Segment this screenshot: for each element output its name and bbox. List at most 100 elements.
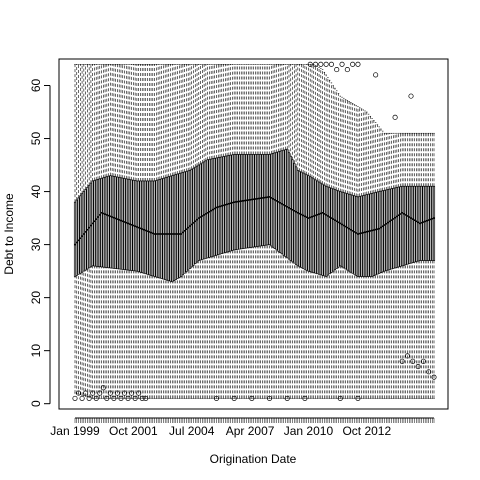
outlier-point-18	[90, 390, 96, 396]
iqr-box	[401, 185, 404, 267]
iqr-box	[169, 175, 172, 282]
box-163	[362, 109, 365, 399]
box-48	[158, 64, 161, 399]
outlier-point-36	[249, 395, 255, 401]
iqr-box	[259, 154, 262, 247]
iqr-box	[148, 180, 151, 276]
iqr-box	[111, 175, 114, 269]
iqr-box	[353, 195, 356, 275]
box-23	[114, 64, 117, 399]
outlier-point-28	[125, 395, 131, 401]
iqr-box	[425, 185, 428, 261]
box-70	[197, 64, 200, 399]
iqr-box	[116, 176, 119, 270]
y-axis-title: Debt to Income	[2, 193, 16, 275]
box-13	[96, 64, 100, 399]
outlier-point-4	[328, 61, 334, 67]
box-3	[79, 64, 82, 395]
box-27	[121, 64, 124, 399]
iqr-box	[98, 178, 101, 268]
iqr-box	[302, 172, 305, 269]
iqr-box	[164, 177, 167, 280]
box-16	[102, 64, 105, 399]
iqr-box	[266, 154, 269, 246]
iqr-box	[181, 172, 184, 276]
box-110	[268, 64, 271, 399]
box-185	[401, 132, 404, 399]
box-51	[164, 64, 167, 399]
iqr-box	[183, 171, 186, 274]
iqr-box	[429, 185, 432, 261]
iqr-box	[180, 172, 183, 277]
iqr-box	[104, 176, 107, 268]
iqr-box	[270, 153, 273, 247]
box-183	[397, 132, 400, 399]
box-156	[349, 102, 352, 399]
iqr-box	[371, 192, 374, 277]
iqr-box	[123, 178, 126, 270]
box-80	[215, 64, 218, 399]
iqr-box	[172, 174, 176, 282]
box-169	[372, 120, 375, 399]
outlier-point-6	[339, 61, 345, 67]
x-tick-label-1: Oct 2001	[109, 424, 158, 438]
outlier-point-30	[132, 395, 138, 401]
box-201	[429, 132, 432, 399]
iqr-box	[112, 176, 115, 269]
iqr-box	[284, 149, 287, 257]
box-180	[392, 132, 395, 399]
outlier-point-21	[100, 385, 106, 391]
iqr-box	[431, 185, 434, 261]
iqr-box	[415, 185, 418, 262]
outlier-point-48	[431, 374, 437, 380]
box-96	[243, 64, 246, 399]
iqr-box	[79, 195, 82, 274]
box-190	[409, 132, 413, 399]
iqr-box	[310, 177, 314, 273]
iqr-box	[192, 167, 195, 266]
iqr-box	[325, 185, 328, 277]
box-116	[279, 64, 282, 399]
iqr-box	[298, 170, 301, 268]
y-tick-label-10: 10	[29, 344, 43, 358]
box-202	[431, 132, 434, 399]
box-139	[319, 68, 322, 399]
box-44	[151, 64, 154, 399]
outlier-point-1	[312, 61, 319, 67]
iqr-box	[432, 185, 436, 261]
box-153	[344, 99, 347, 399]
box-117	[280, 64, 283, 399]
box-160	[356, 106, 360, 399]
box-143	[326, 77, 329, 399]
box-101	[252, 64, 255, 399]
plot-frame	[58, 58, 449, 410]
iqr-box	[314, 179, 317, 274]
box-149	[337, 93, 340, 399]
box-88	[229, 64, 232, 399]
box-162	[360, 108, 363, 399]
iqr-box	[144, 180, 147, 275]
box-197	[422, 132, 425, 399]
box-136	[314, 65, 317, 399]
box-69	[195, 64, 199, 399]
iqr-box	[105, 176, 108, 268]
box-94	[240, 64, 243, 399]
box-105	[259, 64, 262, 399]
box-56	[172, 64, 176, 399]
iqr-box	[362, 195, 365, 277]
box-65	[188, 64, 192, 399]
iqr-box	[279, 150, 282, 253]
outlier-point-14	[75, 390, 82, 396]
iqr-box	[335, 189, 338, 269]
outlier-point-13	[72, 395, 78, 401]
iqr-box	[344, 192, 347, 270]
box-144	[328, 79, 331, 399]
iqr-box	[268, 154, 271, 245]
y-tick-label-50: 50	[29, 132, 43, 146]
box-43	[149, 64, 153, 399]
iqr-box	[280, 150, 283, 255]
iqr-box	[427, 185, 430, 261]
box-113	[273, 64, 276, 399]
box-18	[105, 64, 108, 399]
box-188	[406, 132, 409, 399]
